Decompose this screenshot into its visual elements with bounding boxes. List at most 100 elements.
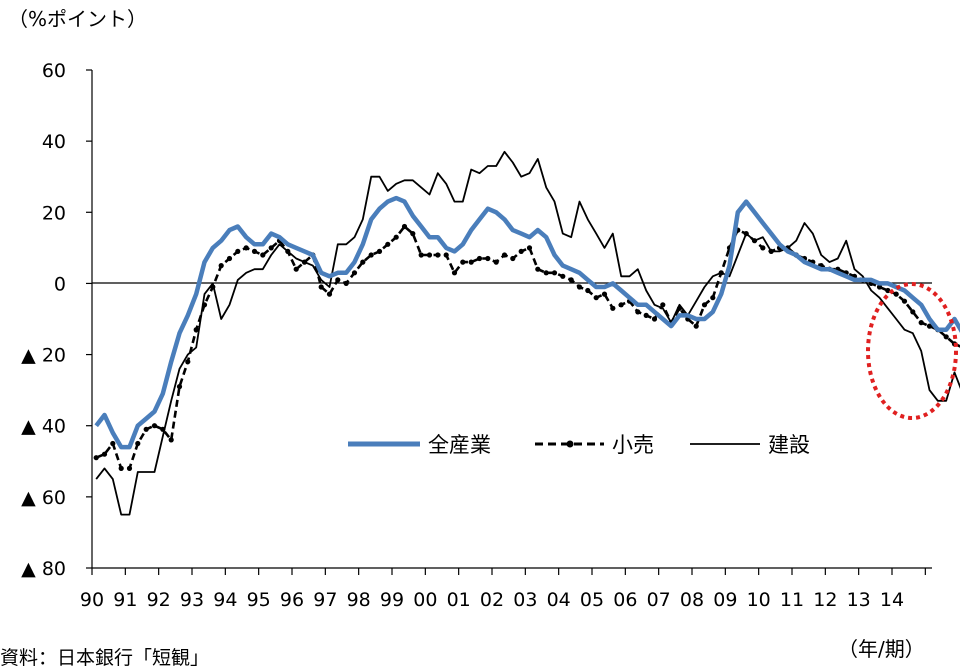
x-tick-label: 93 bbox=[180, 589, 204, 611]
series-marker-retail bbox=[885, 287, 891, 294]
series-marker-retail bbox=[601, 291, 608, 297]
series-line-all-industries bbox=[94, 195, 960, 450]
x-tick-label: 11 bbox=[780, 589, 804, 611]
series-marker-retail bbox=[943, 334, 949, 340]
source-note: 資料：日本銀行「短観」 bbox=[0, 647, 209, 669]
series-marker-retail bbox=[451, 270, 458, 276]
series-marker-retail bbox=[360, 259, 366, 265]
series-marker-retail bbox=[326, 291, 333, 297]
x-axis-ticks: 90 91 92 93 94 95 96 97 98 99 00 01 02 03 04 05 06 07 08 09… bbox=[80, 568, 926, 611]
x-tick-label: 96 bbox=[280, 589, 304, 611]
series-marker-retail bbox=[443, 252, 449, 258]
series-marker-retail bbox=[568, 277, 574, 283]
y-tick-label: ▲ 40 bbox=[21, 416, 66, 438]
series-marker-retail bbox=[768, 248, 774, 254]
series-marker-retail bbox=[760, 245, 766, 251]
series-marker-retail bbox=[268, 245, 274, 251]
series-marker-retail bbox=[901, 298, 908, 304]
x-tick-label: 06 bbox=[613, 589, 637, 611]
series-marker-retail bbox=[743, 231, 749, 237]
series-marker-retail bbox=[160, 426, 166, 432]
series-marker-retail bbox=[893, 291, 899, 297]
x-axis-label: （年/期） bbox=[838, 637, 925, 661]
y-tick-label: ▲ 20 bbox=[21, 345, 66, 367]
series-line-construction bbox=[95, 150, 960, 516]
series-marker-retail bbox=[526, 245, 533, 251]
legend-marker-retail bbox=[566, 440, 574, 448]
series-marker-retail bbox=[435, 252, 441, 258]
series-marker-retail bbox=[168, 437, 174, 443]
x-tick-label: 02 bbox=[480, 589, 504, 611]
series-marker-retail bbox=[510, 255, 516, 262]
series-marker-retail bbox=[710, 295, 716, 301]
y-tick-label: 40 bbox=[42, 131, 66, 153]
series-marker-retail bbox=[701, 302, 708, 308]
series-marker-retail bbox=[376, 248, 383, 254]
series-marker-retail bbox=[660, 302, 666, 308]
series-marker-retail bbox=[293, 266, 299, 272]
series-marker-retail bbox=[393, 234, 399, 240]
series-marker-retail bbox=[235, 248, 241, 254]
x-tick-label: 92 bbox=[147, 589, 171, 611]
y-tick-label: 60 bbox=[42, 60, 66, 82]
series-marker-retail bbox=[368, 252, 374, 258]
series-marker-retail bbox=[426, 252, 433, 258]
series-marker-retail bbox=[651, 316, 658, 322]
x-tick-label: 12 bbox=[813, 589, 837, 611]
x-tick-label: 95 bbox=[247, 589, 271, 611]
series-marker-retail bbox=[318, 284, 324, 290]
legend-label-all-industries: 全産業 bbox=[428, 433, 491, 457]
series-marker-retail bbox=[243, 245, 249, 251]
series-marker-retail bbox=[110, 440, 116, 447]
legend-label-retail: 小売 bbox=[612, 433, 654, 457]
series-marker-retail bbox=[518, 248, 524, 254]
y-tick-label: ▲ 80 bbox=[21, 558, 66, 580]
series-marker-retail bbox=[635, 309, 641, 315]
series-marker-retail bbox=[585, 287, 591, 294]
series-marker-retail bbox=[910, 309, 916, 315]
series-marker-retail bbox=[751, 238, 758, 244]
series-marker-retail bbox=[301, 259, 308, 265]
series-marker-retail bbox=[418, 252, 424, 258]
series-marker-retail bbox=[560, 273, 566, 279]
x-tick-label: 98 bbox=[347, 589, 371, 611]
y-tick-label: ▲ 60 bbox=[21, 487, 66, 509]
series-marker-retail bbox=[151, 423, 158, 429]
x-tick-label: 04 bbox=[547, 589, 571, 611]
series-marker-retail bbox=[493, 259, 499, 265]
series-marker-retail bbox=[218, 263, 224, 269]
series-marker-retail bbox=[468, 259, 474, 265]
series-marker-retail bbox=[401, 223, 408, 230]
legend: 全産業 小売 建設 bbox=[348, 433, 810, 457]
series-marker-retail bbox=[135, 440, 141, 447]
series-marker-retail bbox=[576, 284, 583, 290]
series-marker-retail bbox=[210, 284, 216, 290]
series-marker-retail bbox=[201, 302, 208, 308]
x-tick-label: 94 bbox=[213, 589, 237, 611]
series-marker-retail bbox=[718, 270, 724, 276]
legend-label-construction: 建設 bbox=[768, 433, 810, 457]
series-marker-retail bbox=[543, 270, 549, 276]
x-tick-label: 97 bbox=[313, 589, 337, 611]
series-marker-retail bbox=[260, 252, 266, 258]
y-axis-label: （%ポイント） bbox=[8, 7, 147, 31]
series-marker-retail bbox=[285, 248, 291, 254]
series-marker-retail bbox=[126, 465, 133, 471]
series-marker-retail bbox=[460, 259, 466, 265]
series-line-retail bbox=[95, 225, 960, 470]
x-tick-label: 05 bbox=[580, 589, 604, 611]
x-tick-label: 91 bbox=[113, 589, 137, 611]
series-marker-retail bbox=[251, 248, 258, 254]
series-marker-retail bbox=[593, 295, 599, 301]
series-marker-retail bbox=[643, 312, 649, 318]
series-marker-retail bbox=[876, 284, 883, 290]
x-tick-label: 03 bbox=[513, 589, 537, 611]
series-marker-retail bbox=[918, 320, 924, 326]
x-tick-label: 09 bbox=[713, 589, 737, 611]
series-layer bbox=[93, 150, 960, 516]
series-marker-retail bbox=[93, 455, 99, 461]
series-marker-retail bbox=[501, 252, 508, 258]
series-marker-retail bbox=[693, 323, 699, 329]
x-tick-label: 01 bbox=[447, 589, 471, 611]
